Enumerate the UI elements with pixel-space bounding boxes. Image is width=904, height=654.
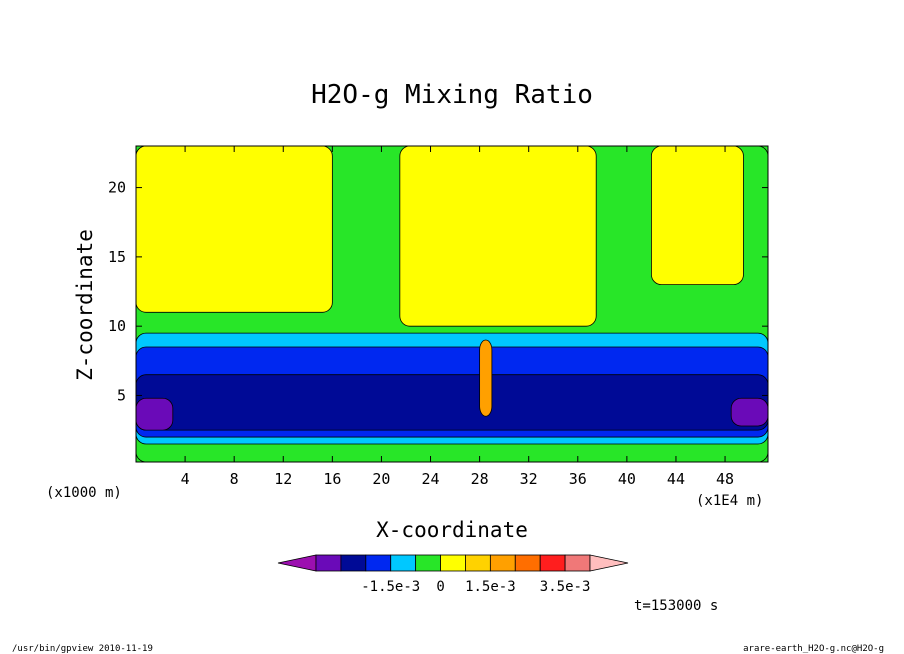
footer-right: arare-earth_H2O-g.nc@H2O-g	[743, 644, 884, 654]
plot-area	[135, 145, 769, 463]
y-axis: 5 10 15 20	[108, 179, 768, 404]
contour-region-yellow	[399, 145, 597, 327]
y-unit-note: (x1000 m)	[46, 485, 122, 501]
y-tick-label: 15	[108, 248, 126, 266]
x-tick-label: 24	[421, 470, 439, 488]
colorbar-segment	[440, 554, 466, 572]
x-tick-label: 28	[471, 470, 489, 488]
contour-region-purple	[730, 397, 769, 427]
x-axis-label: X-coordinate	[376, 518, 528, 542]
x-tick-label: 32	[520, 470, 538, 488]
colorbar-tick-label: -1.5e-3	[361, 579, 420, 595]
colorbar	[277, 554, 629, 572]
y-tick-label: 10	[108, 317, 126, 335]
colorbar-segment	[415, 554, 441, 572]
colorbar-segment	[340, 554, 367, 572]
x-tick-label: 48	[716, 470, 734, 488]
contour-fields	[135, 145, 769, 463]
contour-region-yellow	[651, 145, 744, 285]
colorbar-segment	[514, 554, 541, 572]
x-tick-label: 36	[569, 470, 587, 488]
footer-left: /usr/bin/gpview 2010-11-19	[12, 644, 153, 654]
colorbar-tick-label: 1.5e-3	[465, 579, 516, 595]
x-tick-label: 16	[323, 470, 341, 488]
contour-region-orange	[479, 339, 493, 417]
x-tick-label: 12	[274, 470, 292, 488]
colorbar-tick-label: 0	[436, 579, 444, 595]
contour-region-yellow	[135, 145, 333, 313]
x-tick-label: 8	[230, 470, 239, 488]
colorbar-segment	[465, 554, 491, 572]
x-tick-label: 4	[181, 470, 190, 488]
colorbar-low-end	[277, 554, 317, 572]
y-axis-label: Z-coordinate	[73, 229, 97, 381]
contour-region-navy	[135, 374, 769, 431]
y-tick-label: 5	[117, 386, 126, 404]
x-tick-label: 40	[618, 470, 636, 488]
colorbar-segment	[390, 554, 417, 572]
colorbar-high-end	[589, 554, 629, 572]
contour-region-purple	[135, 397, 174, 431]
colorbar-segment	[489, 554, 516, 572]
colorbar-segment	[365, 554, 392, 572]
y-tick-label: 20	[108, 179, 126, 197]
colorbar-segment	[539, 554, 566, 572]
plot-frame	[135, 145, 769, 463]
colorbar-segment	[564, 554, 591, 572]
colorbar-tick-label: 3.5e-3	[540, 579, 591, 595]
colorbar-tick-labels: -1.5e-3 0 1.5e-3 3.5e-3	[361, 579, 590, 595]
chart-title: H2O-g Mixing Ratio	[311, 80, 593, 110]
x-tick-label: 20	[372, 470, 390, 488]
x-tick-label: 44	[667, 470, 685, 488]
x-axis: 4 8 12 16 20 24 28 32 36 40 44 48	[181, 146, 734, 488]
time-label: t=153000 s	[634, 598, 718, 614]
x-unit-note: (x1E4 m)	[696, 493, 763, 509]
colorbar-segment	[315, 554, 342, 572]
